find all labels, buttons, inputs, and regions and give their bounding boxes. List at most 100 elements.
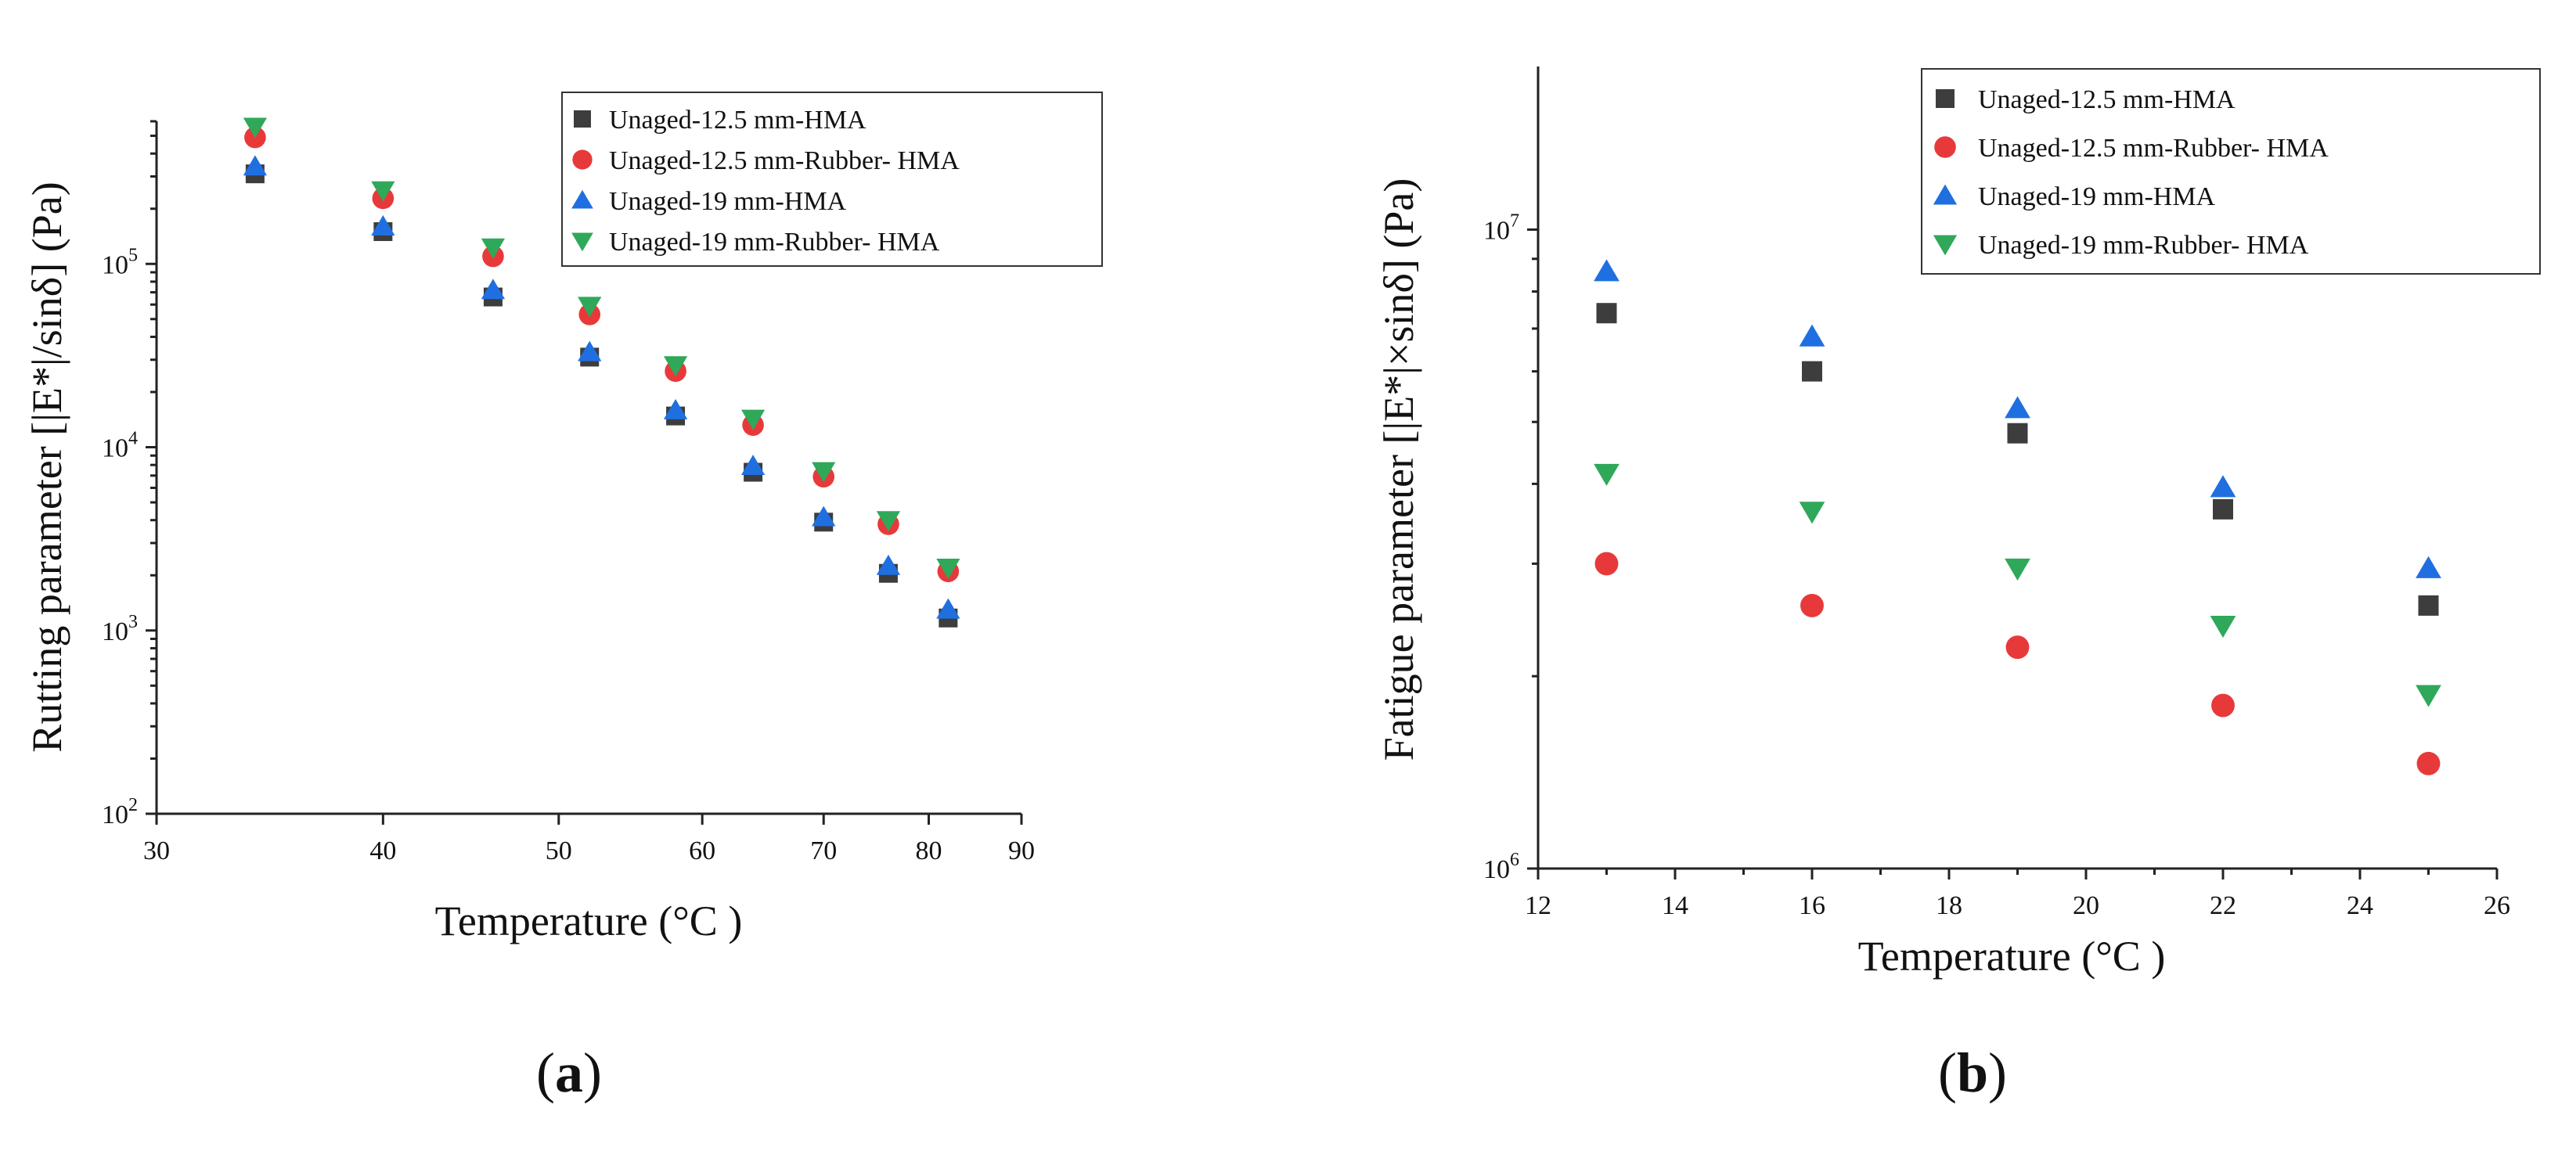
- data-point: [2416, 556, 2441, 578]
- legend-label: Unaged-19 mm-HMA: [1978, 182, 2216, 211]
- chart-b-points: [1594, 259, 2441, 775]
- chart-a-y-label: Rutting parameter [|E*|/sinδ] (Pa): [23, 182, 70, 752]
- y-tick-exponent: 7: [1510, 210, 1519, 231]
- y-tick-base: 10: [102, 434, 128, 463]
- legend-marker: [1933, 235, 1958, 256]
- x-tick-label: 16: [1799, 891, 1825, 920]
- y-tick-exponent: 5: [128, 245, 138, 265]
- data-point: [2210, 475, 2236, 498]
- data-point: [2211, 693, 2235, 718]
- legend-marker: [574, 110, 591, 128]
- data-point: [1802, 361, 1822, 382]
- x-tick-label: 26: [2484, 891, 2510, 920]
- legend-label: Unaged-19 mm-Rubber- HMA: [609, 228, 940, 257]
- legend-label: Unaged-12.5 mm-Rubber- HMA: [609, 146, 960, 175]
- panel-a-letter: a: [555, 1041, 583, 1104]
- y-tick-label: 106: [1483, 850, 1519, 884]
- panel-b-open: (: [1938, 1041, 1957, 1104]
- data-point: [663, 356, 688, 377]
- data-point: [2005, 635, 2030, 660]
- data-point: [1594, 259, 1619, 282]
- chart-a-legend-box: [561, 92, 1103, 267]
- x-tick-label: 50: [546, 836, 572, 865]
- y-tick-base: 10: [1483, 216, 1510, 245]
- chart-a-x-label: Temperature (°C ): [435, 897, 743, 944]
- data-point: [578, 340, 602, 361]
- chart-b-legend: Unaged-12.5 mm-HMA Unaged-12.5 mm-Rubber-…: [1921, 68, 2541, 275]
- panel-a-open: (: [536, 1041, 555, 1104]
- legend-label: Unaged-12.5 mm-HMA: [1978, 85, 2236, 114]
- y-tick-label: 103: [102, 612, 138, 646]
- data-point: [481, 238, 506, 259]
- x-tick-label: 18: [1936, 891, 1962, 920]
- data-point: [1596, 303, 1617, 324]
- data-point: [812, 462, 836, 483]
- panel-b-letter: b: [1957, 1041, 1988, 1104]
- data-point: [2213, 498, 2233, 520]
- data-point: [371, 215, 395, 236]
- x-tick-label: 20: [2073, 891, 2099, 920]
- data-point: [243, 155, 268, 176]
- panel-a-label: (a): [536, 1041, 602, 1104]
- data-point: [1800, 593, 1824, 617]
- data-point: [481, 279, 506, 300]
- data-point: [2416, 751, 2441, 775]
- chart-a-x-ticks: 30 40 50 60 70 80 90: [143, 814, 1035, 865]
- legend-marker: [571, 232, 593, 252]
- legend-label: Unaged-19 mm-Rubber- HMA: [1978, 231, 2309, 260]
- data-point: [2007, 423, 2028, 444]
- data-point: [663, 398, 688, 419]
- data-point: [740, 455, 766, 476]
- legend-marker: [571, 189, 593, 209]
- x-tick-label: 22: [2210, 891, 2236, 920]
- y-tick-exponent: 6: [1510, 850, 1519, 870]
- x-tick-label: 24: [2347, 891, 2373, 920]
- panel-a-close: ): [583, 1041, 602, 1104]
- y-tick-base: 10: [1483, 855, 1510, 884]
- y-tick-exponent: 4: [128, 429, 138, 449]
- x-tick-label: 14: [1662, 891, 1688, 920]
- data-point: [936, 559, 960, 579]
- y-tick-exponent: 3: [128, 612, 138, 632]
- legend-label: Unaged-12.5 mm-HMA: [609, 106, 866, 135]
- y-tick-base: 10: [102, 617, 128, 646]
- chart-b-y-label: Fatigue parameter [|E*|×sinδ] (Pa): [1375, 178, 1422, 761]
- data-point: [2210, 616, 2236, 638]
- legend-marker: [1933, 184, 1958, 205]
- chart-a-points: [243, 117, 960, 628]
- y-tick-base: 10: [102, 250, 128, 279]
- data-point: [740, 409, 766, 430]
- chart-a-legend: Unaged-12.5 mm-HMA Unaged-12.5 mm-Rubber-…: [561, 92, 1103, 267]
- data-point: [1799, 324, 1825, 347]
- data-point: [2418, 595, 2439, 616]
- chart-b-legend-box: [1921, 68, 2541, 275]
- data-point: [243, 117, 268, 138]
- data-point: [2005, 558, 2030, 581]
- data-point: [876, 511, 901, 532]
- panel-b-label: (b): [1938, 1041, 2007, 1104]
- legend-marker: [572, 149, 593, 170]
- legend-label: Unaged-12.5 mm-Rubber- HMA: [1978, 134, 2329, 163]
- y-tick-base: 10: [102, 800, 128, 829]
- x-tick-label: 40: [369, 836, 396, 865]
- y-tick-label: 107: [1483, 210, 1519, 245]
- data-point: [371, 181, 395, 202]
- y-tick-label: 104: [102, 429, 138, 463]
- data-point: [936, 598, 960, 619]
- data-point: [812, 505, 836, 527]
- x-tick-label: 30: [143, 836, 170, 865]
- y-tick-label: 105: [102, 245, 138, 279]
- legend-label: Unaged-19 mm-HMA: [609, 187, 847, 216]
- x-tick-label: 70: [810, 836, 837, 865]
- x-tick-label: 60: [689, 836, 715, 865]
- chart-b-x-label: Temperature (°C ): [1858, 933, 2166, 980]
- data-point: [2005, 396, 2030, 419]
- chart-b-x-ticks: 12 14 16 18 20 22 24 26: [1525, 869, 2510, 920]
- data-point: [1594, 552, 1619, 576]
- legend-marker: [1934, 136, 1956, 158]
- data-point: [2416, 685, 2441, 707]
